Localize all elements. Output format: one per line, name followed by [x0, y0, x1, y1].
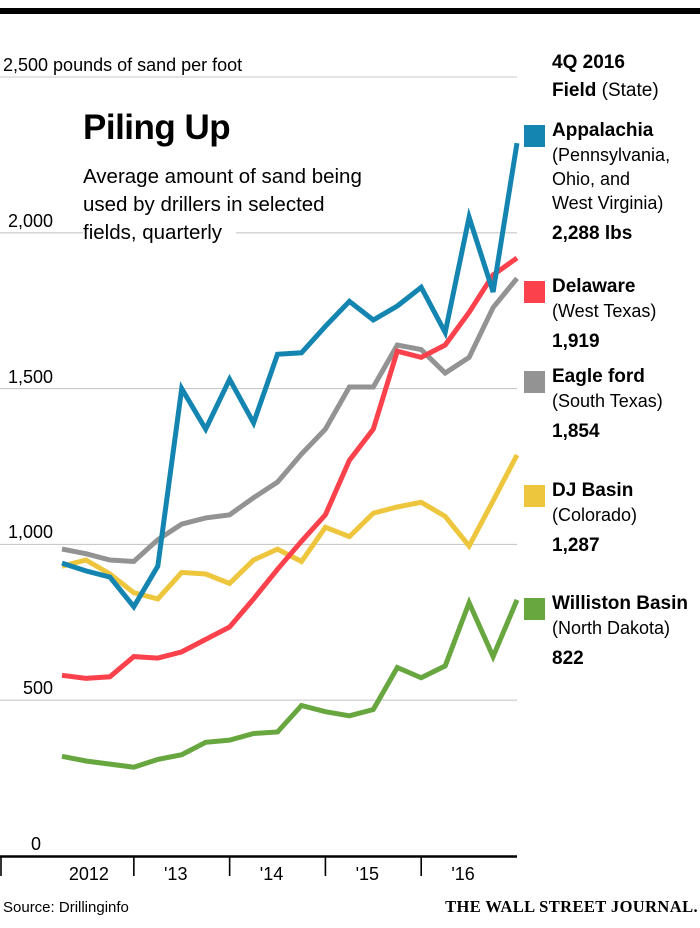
legend-swatch-icon [524, 125, 545, 147]
series-line-eagle-ford [61, 276, 519, 565]
y-tick-label-0: 0 [30, 834, 41, 854]
legend-entry-name: Williston Basin [552, 593, 689, 614]
legend-swatch-icon [524, 485, 545, 507]
wsj-wordmark: THE WALL STREET JOURNAL. [445, 897, 698, 916]
top-rule [0, 8, 700, 14]
series-line-delaware [61, 255, 519, 681]
legend-entry-value: 1,919 [552, 331, 600, 352]
series-line-williston-basin [61, 596, 520, 770]
legend-entry-text: Williston Basin (North Dakota) 822 [552, 591, 700, 671]
legend-entry-text: Delaware (West Texas) 1,919 [552, 274, 700, 354]
legend-period: 4Q 2016 [552, 52, 625, 73]
x-tick-label-13: '13 [164, 864, 188, 884]
legend-entry-state: (West Texas) [552, 301, 657, 321]
legend-swatch-icon [524, 281, 545, 303]
legend-entry-state: Ohio, and [552, 169, 631, 189]
legend-state-label: (State) [601, 80, 659, 101]
legend-entry-appalachia: Appalachia (Pennsylvania, Ohio, and West Vi… [524, 118, 700, 246]
y-tick-label-2000: 2,000 [7, 210, 53, 231]
y-tick-label-2500: 2,500 pounds of sand per foot [3, 55, 243, 75]
chart-subtitle-line: fields, quarterly [83, 219, 376, 247]
legend-field-label: Field [552, 80, 597, 101]
legend-entry-state: (Colorado) [552, 505, 638, 525]
legend-entry-delaware: Delaware (West Texas) 1,919 [524, 274, 700, 354]
series-line-dj-basin [61, 453, 520, 602]
source-note: Source: Drillinginfo [3, 899, 129, 916]
x-tick-label-16: '16 [451, 864, 475, 884]
legend-entry-name: Eagle ford [552, 366, 645, 387]
x-tick-label-15: '15 [355, 864, 380, 884]
x-tick-label-2012: 2012 [68, 864, 109, 884]
legend-entry-value: 1,854 [552, 421, 600, 442]
legend-entry-text: Appalachia (Pennsylvania, Ohio, and West Vi… [552, 118, 700, 246]
chart-title: Piling Up [83, 108, 231, 147]
legend-entry-state: West Virginia) [552, 193, 664, 213]
chart-subtitle-line: Average amount of sand being [83, 163, 376, 191]
legend-swatch-icon [524, 371, 545, 393]
legend-entry-name: DJ Basin [552, 480, 634, 501]
legend-entry-text: Eagle ford (South Texas) 1,854 [552, 364, 700, 444]
legend-swatch-icon [524, 598, 545, 620]
y-tick-label-1000: 1,000 [7, 522, 53, 543]
chart-subtitle: Average amount of sand being used by dri… [83, 163, 376, 247]
legend-entry-value: 822 [552, 648, 584, 669]
legend-entry-name: Delaware [552, 276, 636, 297]
series-line-appalachia [61, 142, 520, 612]
legend-entry-name: Appalachia [552, 120, 654, 141]
legend-entry-williston-basin: Williston Basin (North Dakota) 822 [524, 591, 700, 671]
legend-entry-value: 2,288 lbs [552, 223, 633, 244]
legend-entry-state: (North Dakota) [552, 618, 671, 638]
y-tick-label-1500: 1,500 [7, 366, 53, 387]
x-tick-label-14: '14 [259, 864, 284, 884]
legend-entry-state: (Pennsylvania, [552, 145, 671, 165]
legend-entry-text: DJ Basin (Colorado) 1,287 [552, 478, 700, 558]
legend-entry-state: (South Texas) [552, 391, 663, 411]
legend-entry-dj-basin: DJ Basin (Colorado) 1,287 [524, 478, 700, 558]
legend-entry-eagle-ford: Eagle ford (South Texas) 1,854 [524, 364, 700, 444]
chart-subtitle-line: used by drillers in selected [83, 191, 376, 219]
y-tick-label-500: 500 [22, 678, 53, 699]
legend-entry-value: 1,287 [552, 535, 600, 556]
legend-column-headers: Field (State) [552, 80, 659, 102]
